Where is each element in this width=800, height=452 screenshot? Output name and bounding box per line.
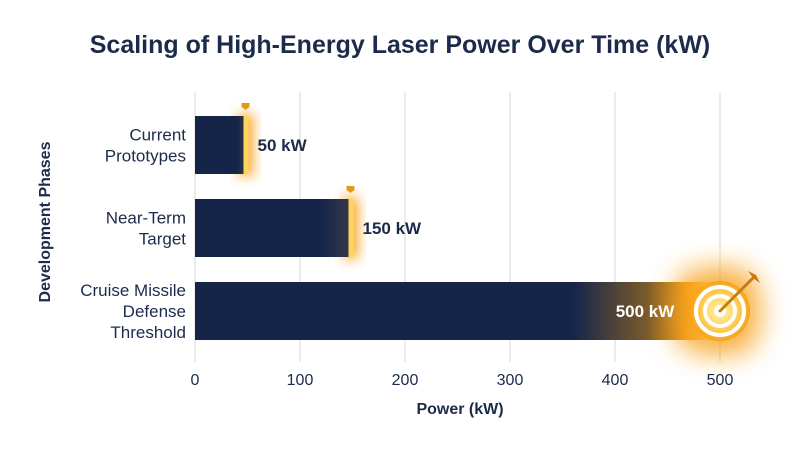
x-tick-label: 0: [191, 372, 200, 389]
x-tick-label: 500: [707, 372, 734, 389]
data-label: 50 kW: [258, 136, 308, 155]
bar-layer: [195, 103, 764, 355]
bar-end-cap: [348, 199, 354, 257]
chart-title: Scaling of High-Energy Laser Power Over …: [90, 31, 711, 59]
x-tick-label: 200: [392, 372, 419, 389]
data-label: 500 kW: [616, 302, 676, 321]
text-layer: Scaling of High-Energy Laser Power Over …: [37, 31, 733, 418]
x-axis-label: Power (kW): [416, 401, 503, 418]
y-axis-label: Development Phases: [37, 141, 54, 302]
bar: [195, 282, 720, 340]
x-tick-label: 300: [497, 372, 524, 389]
y-tick-label: Current Prototypes: [105, 126, 187, 166]
y-tick-label: Cruise Missile Defense Threshold: [80, 281, 186, 342]
shield-marker-icon: [241, 103, 250, 110]
y-tick-label: Near-Term Target: [106, 209, 187, 249]
bar-end-cap: [243, 116, 249, 174]
bar: [195, 116, 248, 174]
data-label: 150 kW: [363, 219, 423, 238]
shield-marker-icon: [346, 186, 355, 193]
x-tick-label: 400: [602, 372, 629, 389]
bar: [195, 199, 353, 257]
x-tick-label: 100: [287, 372, 314, 389]
target-icon: [676, 267, 764, 355]
